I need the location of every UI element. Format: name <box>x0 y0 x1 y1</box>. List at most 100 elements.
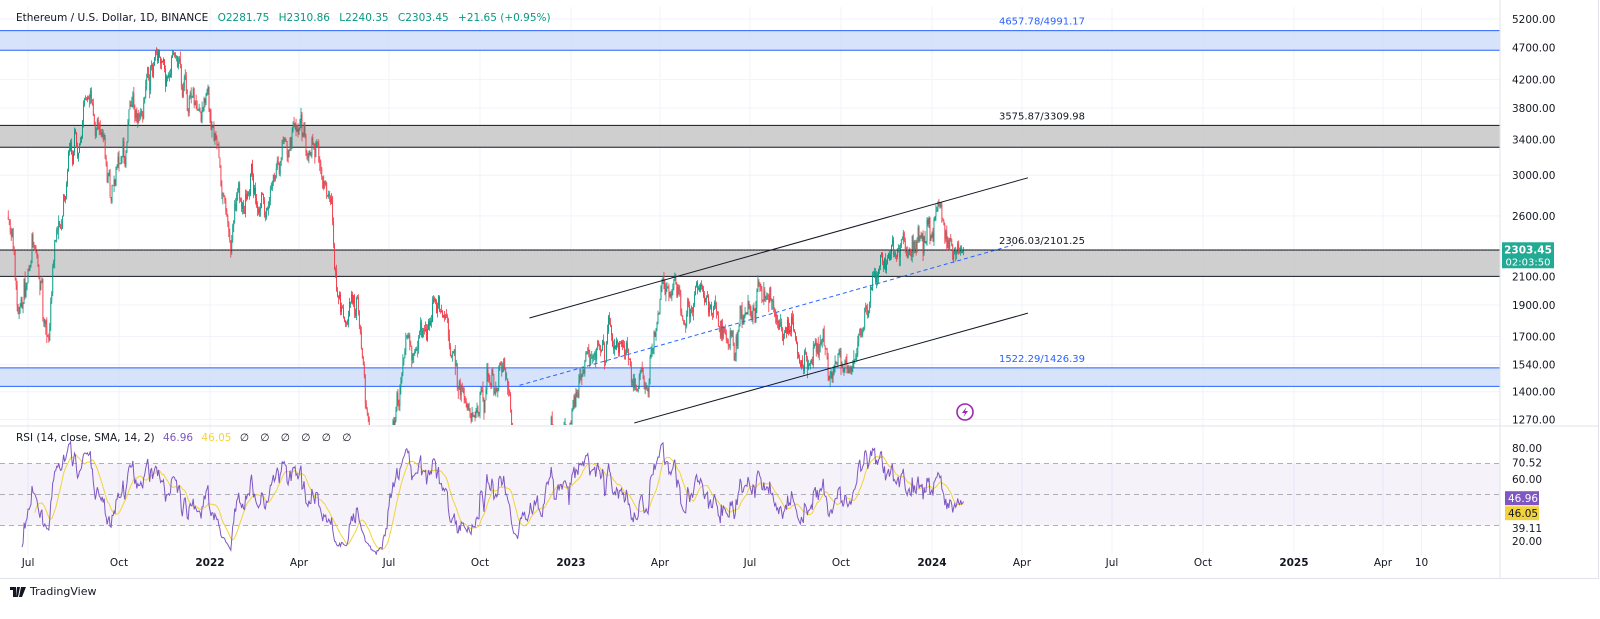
candle-body <box>720 320 722 338</box>
candle-body <box>854 359 856 361</box>
candle-body <box>241 200 243 209</box>
candle-body <box>600 345 602 352</box>
candle-body <box>643 379 645 390</box>
candle-body <box>961 247 963 253</box>
trendlines[interactable] <box>0 177 1500 424</box>
candle-body <box>632 380 634 389</box>
candle-body <box>631 380 633 383</box>
candle-body <box>266 207 268 210</box>
candle-body <box>588 348 590 354</box>
candle-body <box>920 236 922 238</box>
candle-body <box>807 364 809 370</box>
candle-body <box>847 369 849 373</box>
candle-body <box>587 348 589 353</box>
candle-body <box>416 349 418 350</box>
candle-body <box>153 65 155 77</box>
candle-body <box>617 340 618 344</box>
candle-body <box>916 237 918 252</box>
lightning-icon[interactable] <box>956 403 974 421</box>
candle-body <box>24 278 26 297</box>
candle-body <box>494 391 496 394</box>
candle-body <box>91 102 93 104</box>
candle-body <box>20 299 22 307</box>
candle-body <box>317 142 319 144</box>
zone-label: 3575.87/3309.98 <box>999 111 1085 122</box>
candle-body <box>662 278 664 282</box>
rsi-value: 46.96 <box>163 432 194 444</box>
candle-body <box>8 219 10 221</box>
candle-body <box>596 348 598 360</box>
candle-body <box>499 362 501 368</box>
price-tick-label: 1270.00 <box>1512 414 1555 426</box>
candle-body <box>79 143 80 153</box>
candle-body <box>275 168 277 177</box>
candle-body <box>659 299 661 315</box>
candle-body <box>928 217 930 224</box>
candle-body <box>49 325 51 341</box>
candle-body <box>188 97 190 113</box>
candle-body <box>33 244 35 247</box>
symbol-legend[interactable]: Ethereum / U.S. Dollar, 1D, BINANCE O228… <box>16 12 551 24</box>
candle-body <box>401 373 403 382</box>
candle-body <box>550 433 551 435</box>
candle-body <box>315 143 317 157</box>
candle-body <box>128 109 130 123</box>
candle-body <box>714 302 716 306</box>
candle-body <box>265 207 267 218</box>
candle-body <box>874 272 876 276</box>
candle-body <box>733 342 735 361</box>
time-tick-label: Oct <box>1194 557 1212 569</box>
candle-body <box>936 210 938 212</box>
candle-body <box>404 351 406 358</box>
candle-body <box>83 104 84 121</box>
candle-body <box>947 240 949 249</box>
candle-body <box>151 64 153 67</box>
price-tick-label: 2100.00 <box>1512 272 1555 284</box>
candle-body <box>329 193 331 198</box>
candle-body <box>431 320 432 322</box>
candle-body <box>198 109 200 111</box>
candle-body <box>298 128 300 134</box>
candle-body <box>908 249 910 252</box>
candle-body <box>170 74 171 78</box>
candle-body <box>35 247 37 252</box>
candle-body <box>175 56 177 57</box>
candle-body <box>273 174 275 181</box>
candle-body <box>903 232 905 242</box>
candle-body <box>509 390 511 394</box>
price-tick-label: 1400.00 <box>1512 387 1555 399</box>
candle-body <box>676 283 678 297</box>
candle-body <box>263 193 264 201</box>
candle-body <box>957 243 959 252</box>
candle-body <box>243 203 245 212</box>
candle-body <box>791 316 792 332</box>
candle-body <box>222 194 224 196</box>
candle-body <box>86 97 88 101</box>
candle-body <box>205 94 207 103</box>
candle-body <box>835 362 837 364</box>
footer-brand[interactable]: TradingView <box>10 585 96 598</box>
candle-body <box>696 282 697 287</box>
candle-body <box>224 195 226 201</box>
candle-body <box>589 353 591 365</box>
candle-body <box>173 53 175 54</box>
rsi-legend[interactable]: RSI (14, close, SMA, 14, 2) 46.96 46.05 … <box>16 432 355 444</box>
candle-body <box>281 140 283 158</box>
candle-body <box>568 431 569 432</box>
candle-body <box>567 427 568 430</box>
candle-body <box>445 315 447 317</box>
candle-body <box>228 222 230 232</box>
candle-body <box>279 161 281 174</box>
candle-body <box>607 331 608 344</box>
candle-body <box>314 148 316 157</box>
candle-body <box>55 239 57 242</box>
candle-body <box>741 309 743 325</box>
candle-body <box>308 150 310 158</box>
candle-body <box>730 330 732 337</box>
candle-body <box>99 130 101 133</box>
candle-body <box>471 413 473 421</box>
candle-body <box>37 255 39 267</box>
candle-body <box>234 203 236 222</box>
candle-body <box>788 319 789 334</box>
